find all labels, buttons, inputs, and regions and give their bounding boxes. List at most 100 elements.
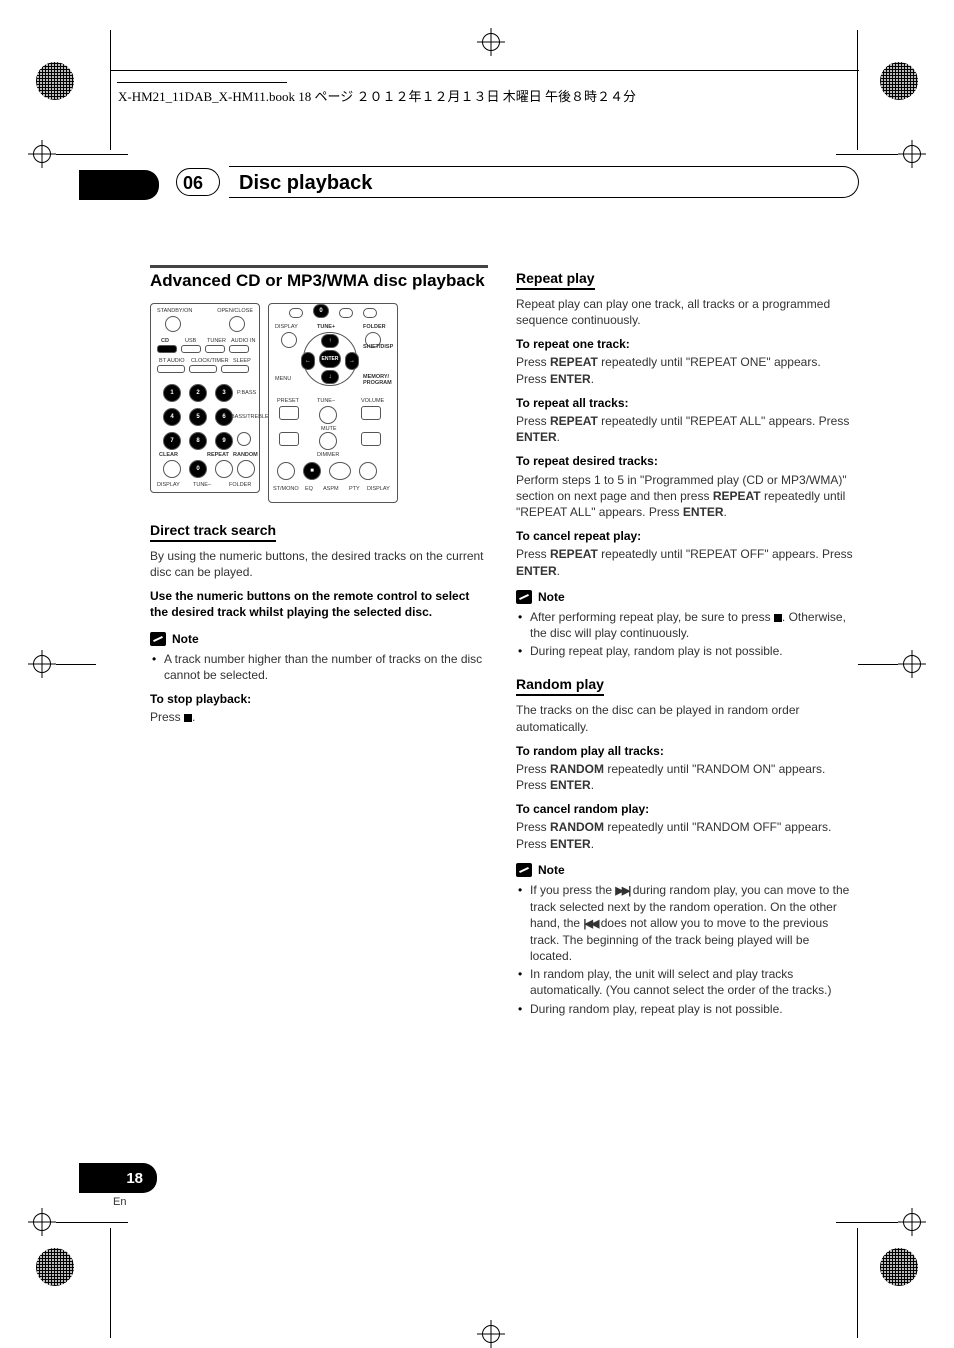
btn-vol-minus: – <box>361 432 381 446</box>
remote-nav: 0 DISPLAY TUNE+ FOLDER ↑ ↓ ← → ENTER MEN… <box>268 303 398 503</box>
lbl-clear: CLEAR <box>159 452 178 459</box>
btn-stop: ■ <box>303 462 321 480</box>
stop-icon <box>184 714 192 722</box>
prev-icon: |◀◀ <box>583 917 597 932</box>
lbl-menu: MENU <box>275 376 291 383</box>
direct-track-bold: Use the numeric buttons on the remote co… <box>150 588 488 620</box>
btn-5: 5 <box>189 408 207 426</box>
btn-extra <box>237 432 251 446</box>
repeat-cancel-p: Press REPEAT repeatedly until "REPEAT OF… <box>516 546 854 578</box>
corner-ball-br <box>880 1248 918 1286</box>
lbl-tune-plus: TUNE+ <box>317 324 335 331</box>
lbl-random: RANDOM <box>233 452 258 459</box>
page-lang: En <box>113 1196 126 1208</box>
note-direct-track: Note <box>150 631 488 647</box>
lbl-repeat: REPEAT <box>207 452 229 459</box>
note-label: Note <box>172 631 199 647</box>
chapter-number: 06 <box>183 173 203 194</box>
stop-text-a: Press <box>150 710 184 724</box>
btn-clear <box>163 460 181 478</box>
btn-top-a <box>289 308 303 318</box>
lbl-volume: VOLUME <box>361 398 384 405</box>
repeat-cancel-h: To cancel repeat play: <box>516 528 854 544</box>
btn-bt <box>157 365 185 373</box>
chapter-row: 06 Disc playback <box>79 170 859 206</box>
next-icon: ▶▶| <box>615 884 629 899</box>
heading-direct-track: Direct track search <box>150 521 276 542</box>
book-header-text: X-HM21_11DAB_X-HM11.book 18 ページ ２０１２年１２月… <box>118 86 636 105</box>
btn-mute2 <box>319 432 337 450</box>
repeat-one-p: Press REPEAT repeatedly until "REPEAT ON… <box>516 354 854 386</box>
lbl-preset: PRESET <box>277 398 299 405</box>
btn-8: 8 <box>189 432 207 450</box>
repeat-intro: Repeat play can play one track, all trac… <box>516 296 854 328</box>
btn-standby <box>165 316 181 332</box>
random-cancel-p: Press RANDOM repeatedly until "RANDOM OF… <box>516 819 854 851</box>
btn-top-b <box>339 308 353 318</box>
note-label: Note <box>538 589 565 605</box>
btn-enter: ENTER <box>319 350 341 368</box>
random-note-2: In random play, the unit will select and… <box>530 966 854 998</box>
btn-0: 0 <box>189 460 207 478</box>
lbl-aspm: ASPM <box>323 486 339 493</box>
lbl-shiftdisp: SHIFT/DISP <box>363 344 393 350</box>
repeat-note-1: After performing repeat play, be sure to… <box>530 609 854 641</box>
random-all-h: To random play all tracks: <box>516 743 854 759</box>
corner-ball-tl <box>36 62 74 100</box>
lbl-dimmer: DIMMER <box>317 452 339 459</box>
corner-ball-tr <box>880 62 918 100</box>
lbl-eq: EQ <box>305 486 313 493</box>
btn-vol-plus: + <box>361 406 381 420</box>
btn-sleep <box>221 365 249 373</box>
btn-prev <box>277 462 295 480</box>
heading-random: Random play <box>516 675 604 696</box>
random-note-3: During random play, repeat play is not p… <box>530 1001 854 1017</box>
lbl-tune-minus2: TUNE– <box>317 398 335 405</box>
btn-1: 1 <box>163 384 181 402</box>
btn-cd <box>157 345 177 353</box>
lbl-basstreble: BASS/TREBLE <box>231 414 269 421</box>
note-icon <box>516 590 532 604</box>
btn-top-c <box>363 308 377 318</box>
btn-preset-plus: + <box>279 406 299 420</box>
page-number: 18 <box>126 1170 143 1187</box>
note-random: Note <box>516 862 854 878</box>
note-bullet-1: A track number higher than the number of… <box>164 651 488 683</box>
random-note-1: If you press the ▶▶| during random play,… <box>530 882 854 964</box>
lbl-display: DISPLAY <box>157 482 180 489</box>
btn-right: → <box>345 352 359 370</box>
corner-ball-bl <box>36 1248 74 1286</box>
direct-track-p1: By using the numeric buttons, the desire… <box>150 548 488 580</box>
repeat-note-2: During repeat play, random play is not p… <box>530 643 854 659</box>
remote-numeric: STANDBY/ON OPEN/CLOSE CD USB TUNER AUDIO… <box>150 303 260 493</box>
repeat-all-h: To repeat all tracks: <box>516 395 854 411</box>
repeat-des-h: To repeat desired tracks: <box>516 453 854 469</box>
lbl-disp3: DISPLAY <box>367 486 390 493</box>
remote-diagrams: STANDBY/ON OPEN/CLOSE CD USB TUNER AUDIO… <box>150 303 488 503</box>
stop-text: Press . <box>150 709 488 725</box>
left-column: Advanced CD or MP3/WMA disc playback STA… <box>150 265 488 1023</box>
chapter-pill <box>79 170 159 200</box>
btn-audioin <box>229 345 249 353</box>
chapter-title: Disc playback <box>239 172 372 195</box>
random-all-p: Press RANDOM repeatedly until "RANDOM ON… <box>516 761 854 793</box>
btn-3: 3 <box>215 384 233 402</box>
note-icon <box>516 863 532 877</box>
btn-display2 <box>281 332 297 348</box>
lbl-folder2: FOLDER <box>363 324 386 331</box>
btn-open <box>229 316 245 332</box>
btn-play <box>329 462 351 480</box>
btn-next <box>359 462 377 480</box>
random-intro: The tracks on the disc can be played in … <box>516 702 854 734</box>
lbl-folder: FOLDER <box>229 482 251 489</box>
heading-repeat: Repeat play <box>516 269 595 290</box>
stop-icon <box>774 614 782 622</box>
lbl-open: OPEN/CLOSE <box>217 308 253 315</box>
lbl-pty: PTY <box>349 486 360 493</box>
lbl-pbass: P.BASS <box>237 390 256 397</box>
btn-down: ↓ <box>321 370 339 384</box>
btn-left: ← <box>301 352 315 370</box>
lbl-standby: STANDBY/ON <box>157 308 192 315</box>
repeat-des-p: Perform steps 1 to 5 in "Programmed play… <box>516 472 854 521</box>
header-underline <box>117 82 287 83</box>
